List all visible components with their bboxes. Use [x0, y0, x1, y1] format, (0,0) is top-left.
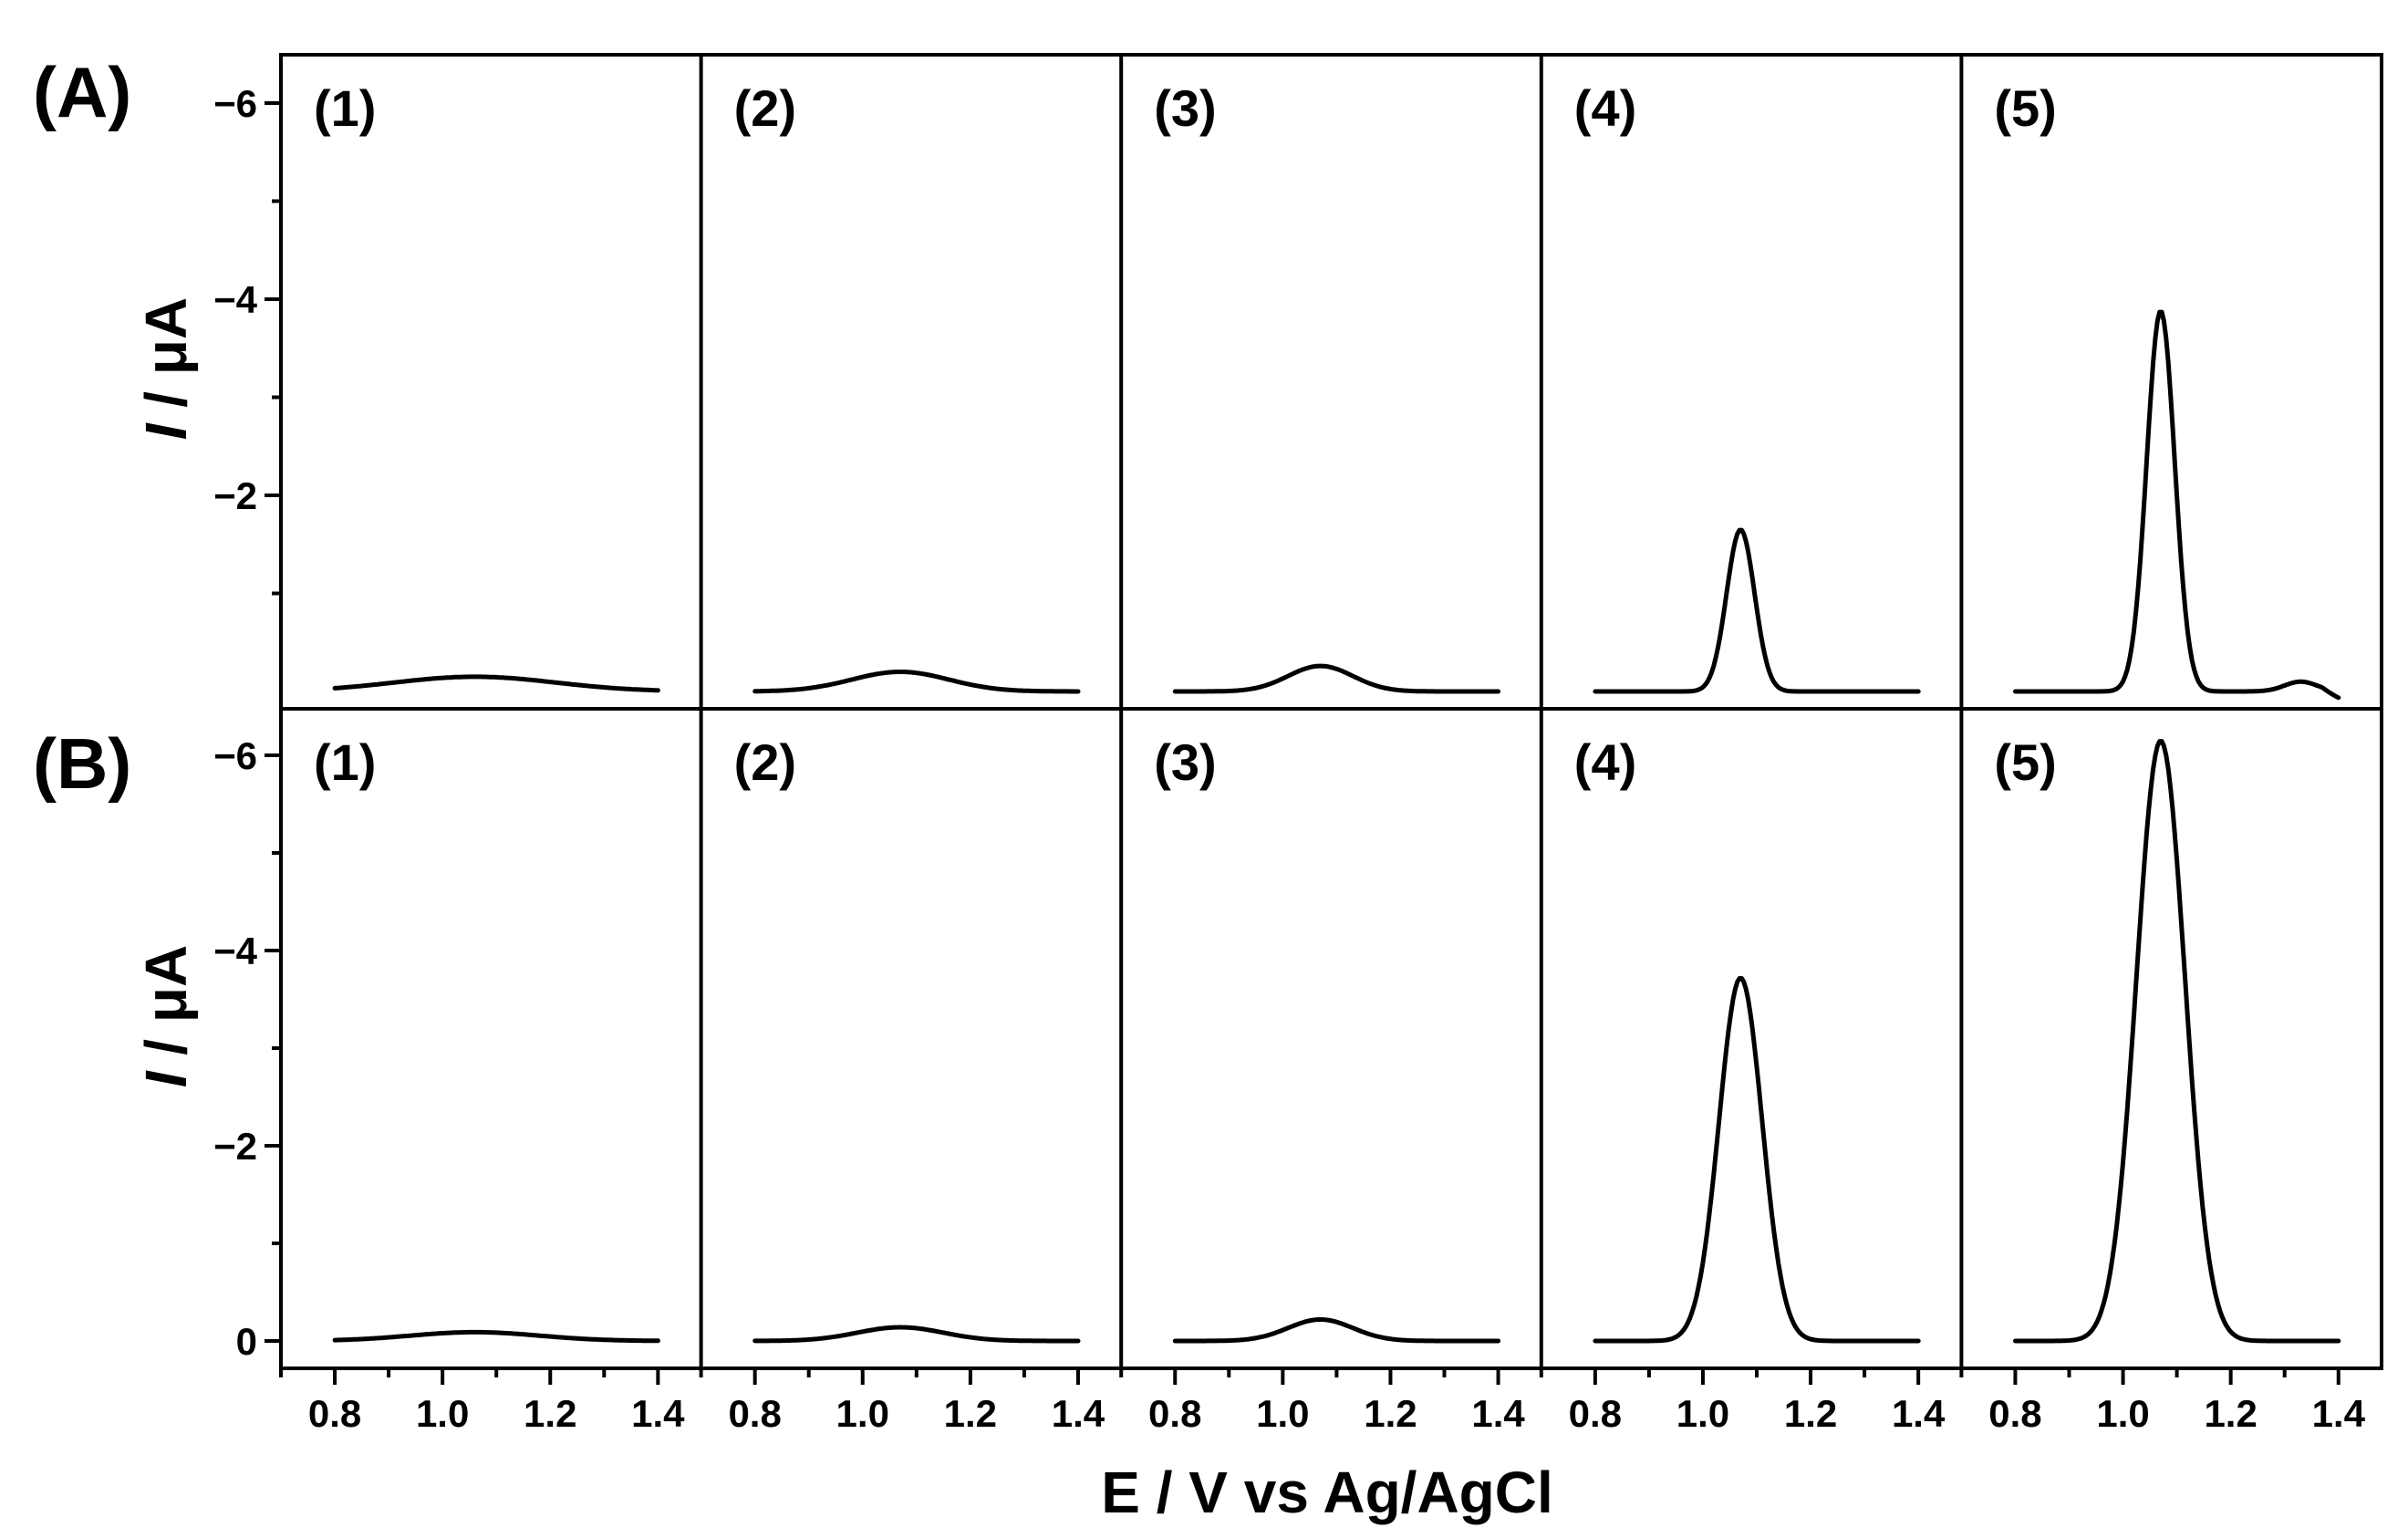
panel-label: (5): [1994, 79, 2056, 137]
y-tick-label: −4: [213, 278, 258, 321]
x-tick-label: 1.2: [944, 1392, 997, 1435]
plot-frame: [279, 53, 2383, 1370]
y-tick-label: −6: [213, 82, 257, 125]
x-tick-label: 1.0: [416, 1392, 469, 1435]
y-tick-label: −4: [213, 930, 258, 972]
trace-line: [1593, 976, 1921, 1344]
x-tick-label: 0.8: [1988, 1392, 2041, 1435]
trace-line: [332, 674, 660, 693]
panel-label: (1): [314, 733, 376, 791]
y-axis-title-b: I / μA: [133, 945, 199, 1088]
y-axis-title-a: I / μA: [133, 297, 199, 441]
trace-line: [2013, 739, 2341, 1344]
x-axis-title: E / V vs Ag/AgCl: [1101, 1460, 1553, 1525]
x-tick-label: 0.8: [1148, 1392, 1201, 1435]
y-tick-label: 0: [236, 1320, 257, 1363]
panel-label: (2): [734, 733, 796, 791]
x-tick-label: 0.8: [728, 1392, 781, 1435]
x-tick-label: 1.4: [2312, 1392, 2366, 1435]
x-tick-label: 1.4: [1471, 1392, 1525, 1435]
trace-line: [1172, 663, 1501, 694]
y-tick-label: −2: [213, 1125, 257, 1168]
x-tick-label: 1.0: [2096, 1392, 2149, 1435]
x-tick-label: 1.4: [631, 1392, 685, 1435]
trace-line: [332, 1329, 660, 1344]
x-tick-label: 0.8: [1569, 1392, 1622, 1435]
row-label-a: (A): [33, 52, 131, 132]
trace-line: [752, 1325, 1081, 1344]
panel-label: (4): [1574, 79, 1636, 137]
trace-line: [2013, 309, 2341, 701]
x-tick-label: 0.8: [308, 1392, 361, 1435]
x-tick-label: 1.2: [524, 1392, 576, 1435]
x-tick-label: 1.2: [1364, 1392, 1417, 1435]
trace-line: [1593, 527, 1921, 694]
panel-label: (5): [1994, 733, 2056, 791]
panel-label: (1): [314, 79, 376, 137]
x-tick-label: 1.4: [1892, 1392, 1946, 1435]
panel-label: (2): [734, 79, 796, 137]
panel-label: (3): [1154, 733, 1216, 791]
panel-label: (4): [1574, 733, 1636, 791]
x-tick-label: 1.0: [1676, 1392, 1729, 1435]
row-label-b: (B): [33, 723, 131, 804]
x-tick-label: 1.0: [1256, 1392, 1309, 1435]
y-tick-label: −2: [213, 474, 257, 517]
trace-line: [752, 670, 1081, 694]
x-tick-label: 1.2: [2204, 1392, 2257, 1435]
panel-label: (3): [1154, 79, 1216, 137]
x-tick-label: 1.2: [1784, 1392, 1837, 1435]
trace-line: [1172, 1317, 1501, 1344]
x-tick-label: 1.0: [836, 1392, 889, 1435]
plot-area: −6 −4 −2 −6 −4 −2 0 0.8 1.0 1.2 1.4 0.8 1.0 1.2 1.4 0.8…: [213, 53, 2383, 1435]
y-tick-label: −6: [213, 734, 257, 777]
x-tick-label: 1.4: [1052, 1392, 1105, 1435]
